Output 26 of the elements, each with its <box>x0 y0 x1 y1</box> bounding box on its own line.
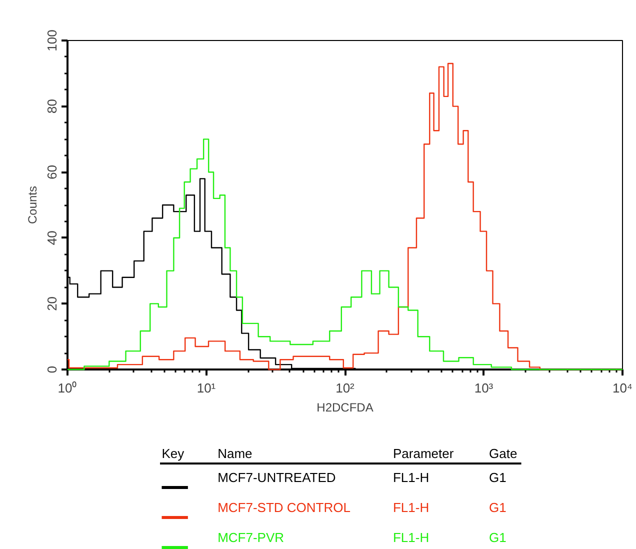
text: G1 <box>488 530 506 545</box>
text: Gate <box>488 446 518 461</box>
y-tick-label: 60 <box>44 164 60 180</box>
text: FL1-H <box>392 470 430 485</box>
x-tick-label: 10⁴ <box>612 380 633 396</box>
x-tick-label: 10⁰ <box>58 380 78 396</box>
text: Parameter <box>392 446 454 461</box>
text: FL1-H <box>392 530 430 545</box>
text: Key <box>162 446 185 461</box>
text: G1 <box>488 500 506 515</box>
y-axis-title: Counts <box>26 186 40 224</box>
y-tick-label: 40 <box>44 230 60 246</box>
x-axis-title: H2DCFDA <box>316 400 374 414</box>
y-tick-label: 0 <box>44 366 60 374</box>
text: Name <box>218 446 252 461</box>
text: MCF7-STD CONTROL <box>218 500 350 515</box>
text: MCF7-UNTREATED <box>218 470 336 485</box>
x-tick-label: 10² <box>336 380 356 396</box>
text: MCF7-PVR <box>218 530 284 545</box>
y-tick-label: 80 <box>44 99 60 114</box>
y-tick-label: 20 <box>44 296 60 311</box>
text: FL1-H <box>392 500 430 515</box>
y-tick-label: 100 <box>44 30 60 52</box>
text: G1 <box>488 470 506 485</box>
x-tick-label: 10³ <box>474 380 494 396</box>
x-tick-label: 10¹ <box>196 380 216 396</box>
